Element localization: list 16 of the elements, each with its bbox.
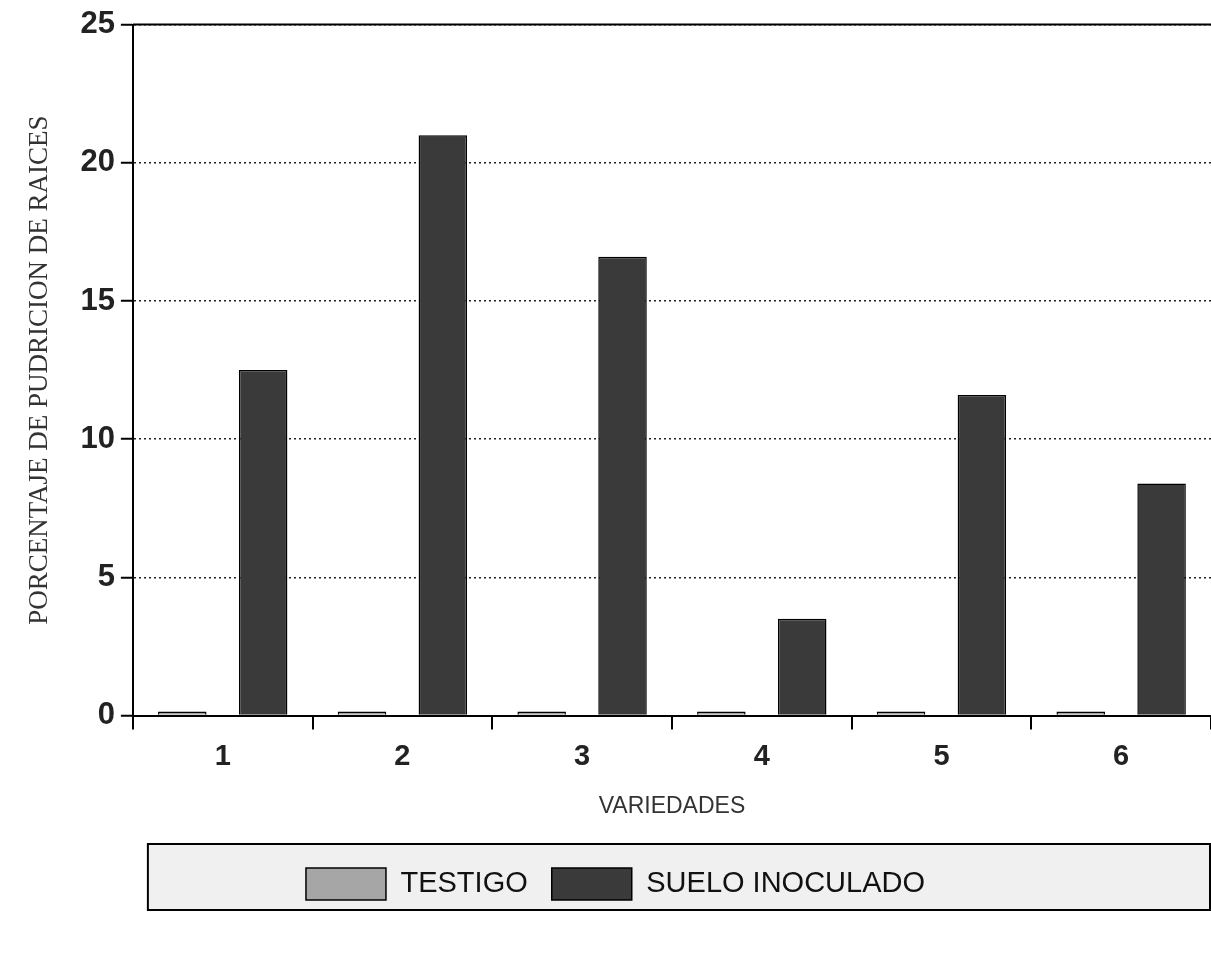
y-tick-label: 5 — [97, 557, 115, 593]
legend-label: TESTIGO — [400, 866, 528, 898]
y-axis-title: PORCENTAJE DE PUDRICION DE RAICES — [23, 115, 54, 625]
y-tick-label: 15 — [80, 281, 115, 317]
x-tick-label: 4 — [753, 739, 770, 771]
y-tick-label: 0 — [97, 696, 115, 732]
x-tick-label: 6 — [1113, 739, 1130, 771]
x-axis-title: VARIEDADES — [598, 791, 746, 818]
y-tick-label: 20 — [80, 143, 115, 179]
y-tick-label: 25 — [80, 5, 115, 41]
y-tick-label: 10 — [80, 419, 115, 455]
x-tick-label: 1 — [214, 739, 231, 771]
legend-label: SUELO INOCULADO — [646, 866, 926, 898]
x-tick-label: 2 — [394, 739, 411, 771]
x-tick-label: 3 — [574, 739, 591, 771]
x-tick-label: 5 — [933, 739, 950, 771]
